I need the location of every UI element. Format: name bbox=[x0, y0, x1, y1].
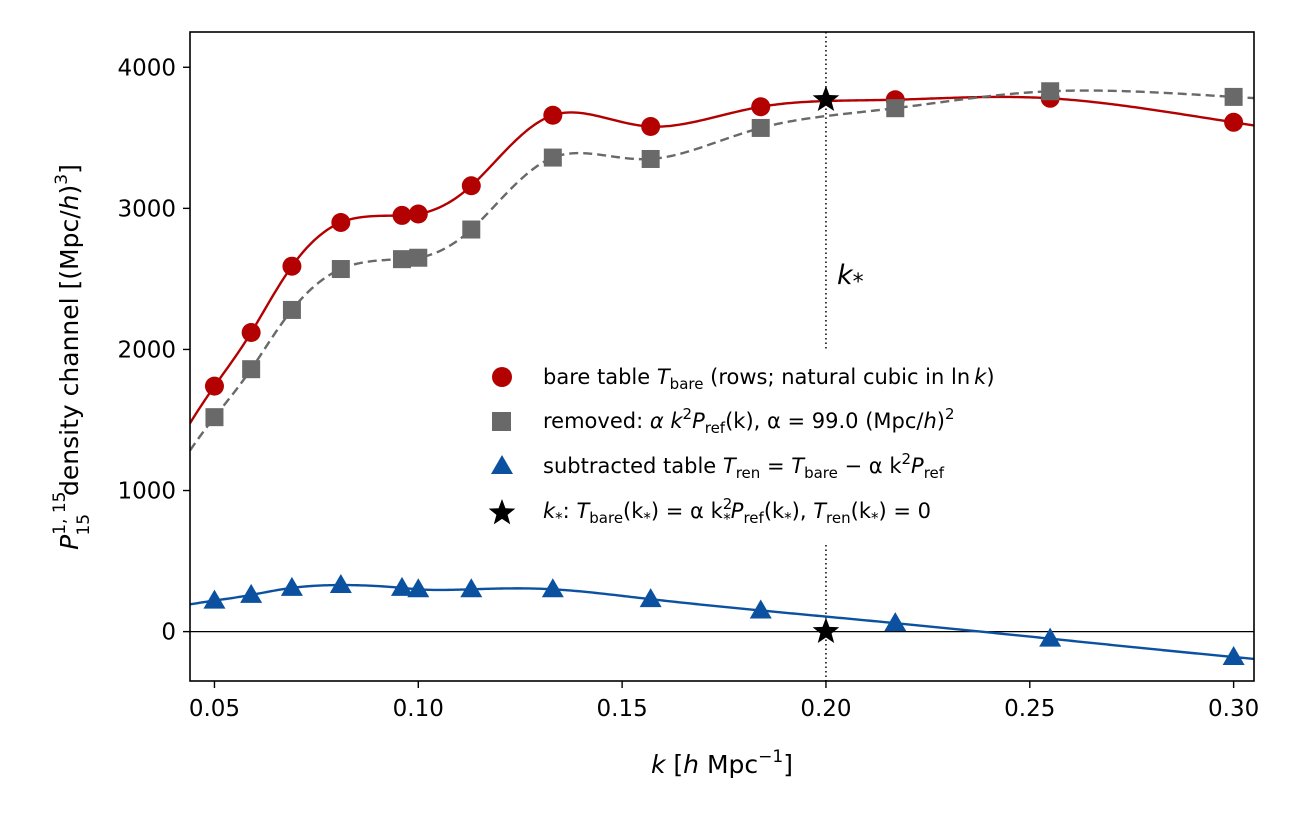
data-point-subtracted bbox=[639, 588, 662, 608]
series-curve-bare bbox=[190, 95, 1254, 424]
y-tick-label: 2000 bbox=[117, 337, 176, 363]
series-markers bbox=[203, 82, 1245, 666]
data-point-bare bbox=[392, 205, 412, 225]
data-point-subtracted bbox=[407, 578, 430, 598]
x-tick-label: 0.15 bbox=[597, 696, 648, 722]
data-point-bare bbox=[543, 105, 563, 125]
series-curve-removed bbox=[190, 89, 1254, 452]
series-curve-subtracted bbox=[190, 583, 1254, 661]
data-point-subtracted bbox=[390, 576, 413, 596]
legend-entry-removed: removed: α k2Pref(k), α = 99.0 (Mpc/h)2 bbox=[492, 405, 955, 437]
data-point-bare bbox=[282, 256, 302, 276]
data-point-bare bbox=[461, 176, 481, 196]
y-axis-title: P1, 15 15 density channel [(Mpc/h)3] bbox=[50, 164, 94, 550]
k-star-point-0 bbox=[812, 85, 840, 112]
series-curves bbox=[190, 89, 1254, 661]
data-point-bare bbox=[241, 323, 261, 343]
legend-marker-circle bbox=[492, 367, 512, 387]
k-star-annotation: k* bbox=[837, 260, 864, 295]
legend-marker-triangle bbox=[491, 455, 513, 474]
data-point-removed bbox=[751, 118, 770, 137]
data-point-removed bbox=[242, 360, 261, 379]
data-point-subtracted bbox=[1222, 646, 1245, 666]
data-point-removed bbox=[205, 408, 224, 427]
data-point-bare bbox=[408, 204, 428, 224]
data-point-removed bbox=[641, 149, 660, 168]
data-point-removed bbox=[392, 250, 411, 269]
data-point-subtracted bbox=[749, 599, 772, 619]
data-point-subtracted bbox=[460, 578, 483, 598]
k-star-point-1 bbox=[812, 617, 840, 643]
y-axis-ticks: 0 1000 2000 3000 4000 bbox=[117, 55, 190, 646]
legend-label-removed: removed: α k2Pref(k), α = 99.0 (Mpc/h)2 bbox=[543, 405, 955, 437]
x-axis-title: k [h Mpc−1] bbox=[651, 747, 793, 779]
data-point-subtracted bbox=[240, 583, 263, 603]
legend-entry-star: k*: Tbare(k*) = α k2 *Pref(k*), Tren(k*) … bbox=[488, 495, 931, 528]
x-tick-label: 0.30 bbox=[1208, 696, 1259, 722]
plot-frame bbox=[189, 31, 1255, 682]
data-point-bare bbox=[641, 117, 661, 137]
x-tick-label: 0.05 bbox=[189, 696, 240, 722]
y-tick-label: 3000 bbox=[117, 196, 176, 222]
legend: bare table Tbare (rows; natural cubic in… bbox=[488, 365, 995, 528]
data-point-subtracted bbox=[280, 576, 303, 596]
data-point-removed bbox=[331, 260, 350, 279]
data-point-subtracted bbox=[1039, 627, 1062, 647]
data-point-subtracted bbox=[329, 574, 352, 594]
data-point-removed bbox=[886, 99, 905, 118]
legend-label-subtracted: subtracted table Tren = Tbare − α k2Pref bbox=[543, 450, 945, 482]
data-point-subtracted bbox=[884, 612, 907, 632]
x-tick-label: 0.20 bbox=[800, 696, 851, 722]
x-axis-ticks: 0.05 0.10 0.15 0.20 0.25 0.30 bbox=[189, 681, 1259, 722]
data-point-removed bbox=[543, 148, 562, 167]
data-point-subtracted bbox=[203, 589, 226, 609]
data-point-bare bbox=[751, 97, 771, 117]
data-point-bare bbox=[331, 212, 351, 232]
legend-marker-square bbox=[492, 412, 511, 431]
legend-entry-subtracted: subtracted table Tren = Tbare − α k2Pref bbox=[491, 450, 945, 482]
x-tick-label: 0.10 bbox=[393, 696, 444, 722]
data-point-removed bbox=[462, 220, 481, 239]
legend-entry-bare: bare table Tbare (rows; natural cubic in… bbox=[492, 365, 995, 393]
legend-label-k-star: k*: Tbare(k*) = α k2 *Pref(k*), Tren(k*) … bbox=[543, 495, 931, 528]
data-point-removed bbox=[282, 300, 301, 319]
data-point-removed bbox=[1041, 82, 1060, 101]
data-point-removed bbox=[1224, 87, 1243, 106]
legend-marker-star bbox=[488, 499, 516, 525]
y-tick-label: 0 bbox=[161, 620, 176, 646]
legend-label-bare: bare table Tbare (rows; natural cubic in… bbox=[543, 365, 995, 393]
x-tick-label: 0.25 bbox=[1004, 696, 1055, 722]
data-point-subtracted bbox=[541, 578, 564, 598]
data-point-bare bbox=[1224, 112, 1244, 132]
y-tick-label: 1000 bbox=[117, 479, 176, 505]
data-point-bare bbox=[204, 376, 224, 396]
data-point-removed bbox=[409, 248, 428, 267]
y-tick-label: 4000 bbox=[117, 55, 176, 81]
